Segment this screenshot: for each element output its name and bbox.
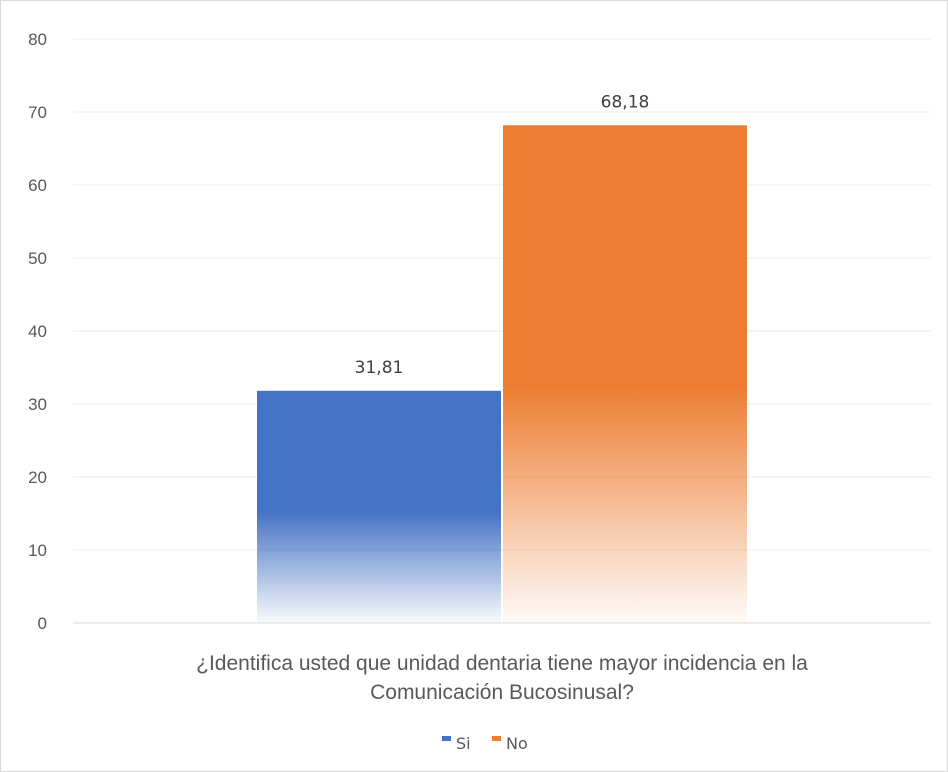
data-labels: 31,81 68,18 [355, 92, 650, 378]
legend: Si No [442, 734, 528, 753]
y-tick-label: 10 [28, 541, 47, 560]
data-label-si: 31,81 [355, 358, 404, 378]
y-tick-label: 80 [28, 30, 47, 49]
y-tick-label: 40 [28, 322, 47, 341]
bar-no [503, 125, 747, 623]
bar-si [257, 390, 501, 623]
y-tick-label: 0 [38, 614, 47, 633]
legend-swatch-si [442, 736, 451, 741]
legend-swatch-no [492, 736, 501, 741]
category-label-line: ¿Identifica usted que unidad dentaria ti… [196, 652, 808, 675]
gridlines [73, 38, 931, 624]
y-tick-label: 20 [28, 468, 47, 487]
y-tick-label: 70 [28, 103, 47, 122]
bars [257, 125, 747, 623]
y-tick-label: 60 [28, 176, 47, 195]
legend-label-si: Si [456, 734, 471, 753]
category-label-line: Comunicación Bucosinusal? [370, 681, 634, 704]
legend-label-no: No [506, 734, 528, 753]
data-label-no: 68,18 [601, 92, 650, 112]
y-tick-label: 30 [28, 395, 47, 414]
y-tick-label: 50 [28, 249, 47, 268]
y-axis-ticks: 0 10 20 30 40 50 60 70 80 [28, 30, 47, 633]
category-label: ¿Identifica usted que unidad dentaria ti… [196, 652, 808, 704]
